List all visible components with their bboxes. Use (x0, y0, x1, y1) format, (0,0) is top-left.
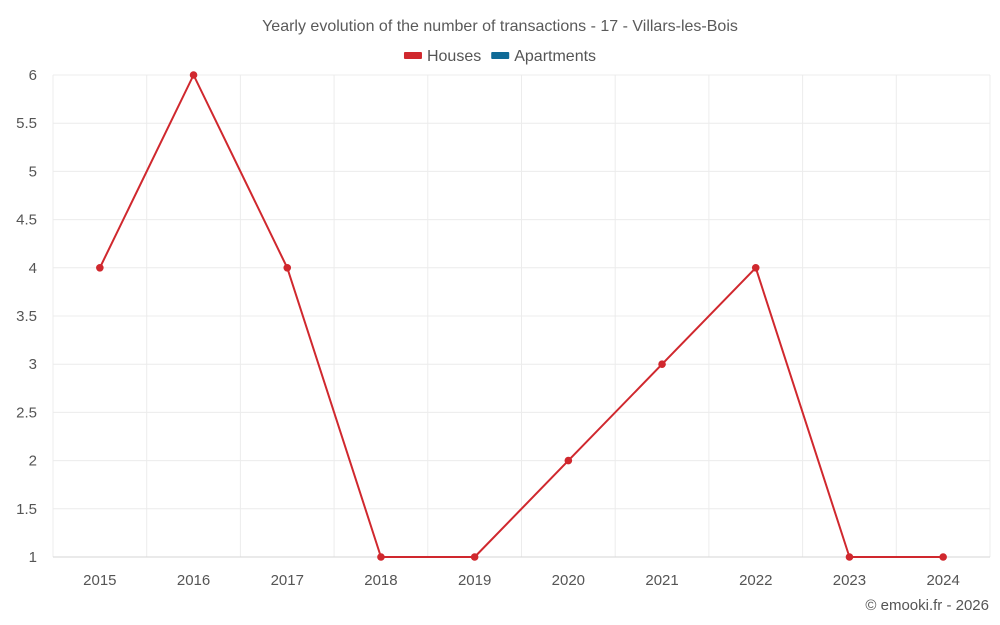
legend-label-houses: Houses (427, 48, 481, 65)
x-tick-label: 2021 (645, 572, 678, 589)
grid (52, 74, 991, 557)
houses-data-point[interactable] (470, 553, 479, 561)
y-tick-label: 4 (29, 260, 37, 277)
x-tick-label: 2020 (552, 572, 585, 589)
houses-data-point[interactable] (751, 264, 760, 272)
y-tick-label: 1.5 (16, 501, 37, 518)
x-axis: 2015 2016 2017 2018 2019 2020 2021 2022 2023 2024 (53, 556, 990, 589)
x-tick-label: 2023 (833, 572, 866, 589)
chart-title: Yearly evolution of the number of transa… (262, 18, 738, 35)
x-tick-label: 2017 (271, 572, 304, 589)
legend-item-apartments[interactable]: Apartments (491, 48, 596, 65)
x-tick-label: 2018 (364, 572, 397, 589)
series-layer (96, 71, 947, 561)
x-tick-label: 2022 (739, 572, 772, 589)
houses-data-point[interactable] (939, 553, 947, 561)
x-tick-label: 2019 (458, 572, 491, 589)
y-tick-label: 2.5 (16, 404, 37, 421)
legend-swatch-apartments (491, 52, 510, 59)
y-tick-label: 1 (29, 549, 37, 566)
houses-data-point[interactable] (845, 553, 854, 561)
houses-data-point[interactable] (96, 264, 104, 272)
houses-series-line (98, 74, 944, 558)
y-tick-label: 4.5 (16, 212, 37, 229)
x-tick-label: 2016 (177, 572, 210, 589)
legend-item-houses[interactable]: Houses (403, 48, 481, 65)
legend-swatch-houses (403, 52, 422, 59)
credit-text: © emooki.fr - 2026 (865, 597, 989, 614)
y-tick-label: 3.5 (16, 308, 37, 325)
houses-data-point[interactable] (189, 71, 198, 79)
x-tick-label: 2024 (926, 572, 959, 589)
y-tick-label: 5.5 (16, 115, 37, 132)
houses-data-point[interactable] (658, 360, 666, 369)
legend: Houses Apartments (403, 48, 596, 65)
x-tick-label: 2015 (83, 572, 116, 589)
y-tick-label: 6 (29, 67, 37, 84)
y-tick-label: 2 (29, 453, 37, 470)
legend-label-apartments: Apartments (514, 48, 596, 65)
houses-data-point[interactable] (377, 553, 385, 561)
y-tick-label: 5 (29, 163, 37, 180)
y-axis: 1 1.5 2 2.5 3 3.5 4 4.5 5 5.5 6 (16, 67, 37, 566)
y-tick-label: 3 (29, 356, 37, 373)
houses-data-point[interactable] (283, 264, 292, 272)
houses-data-point[interactable] (564, 456, 573, 465)
